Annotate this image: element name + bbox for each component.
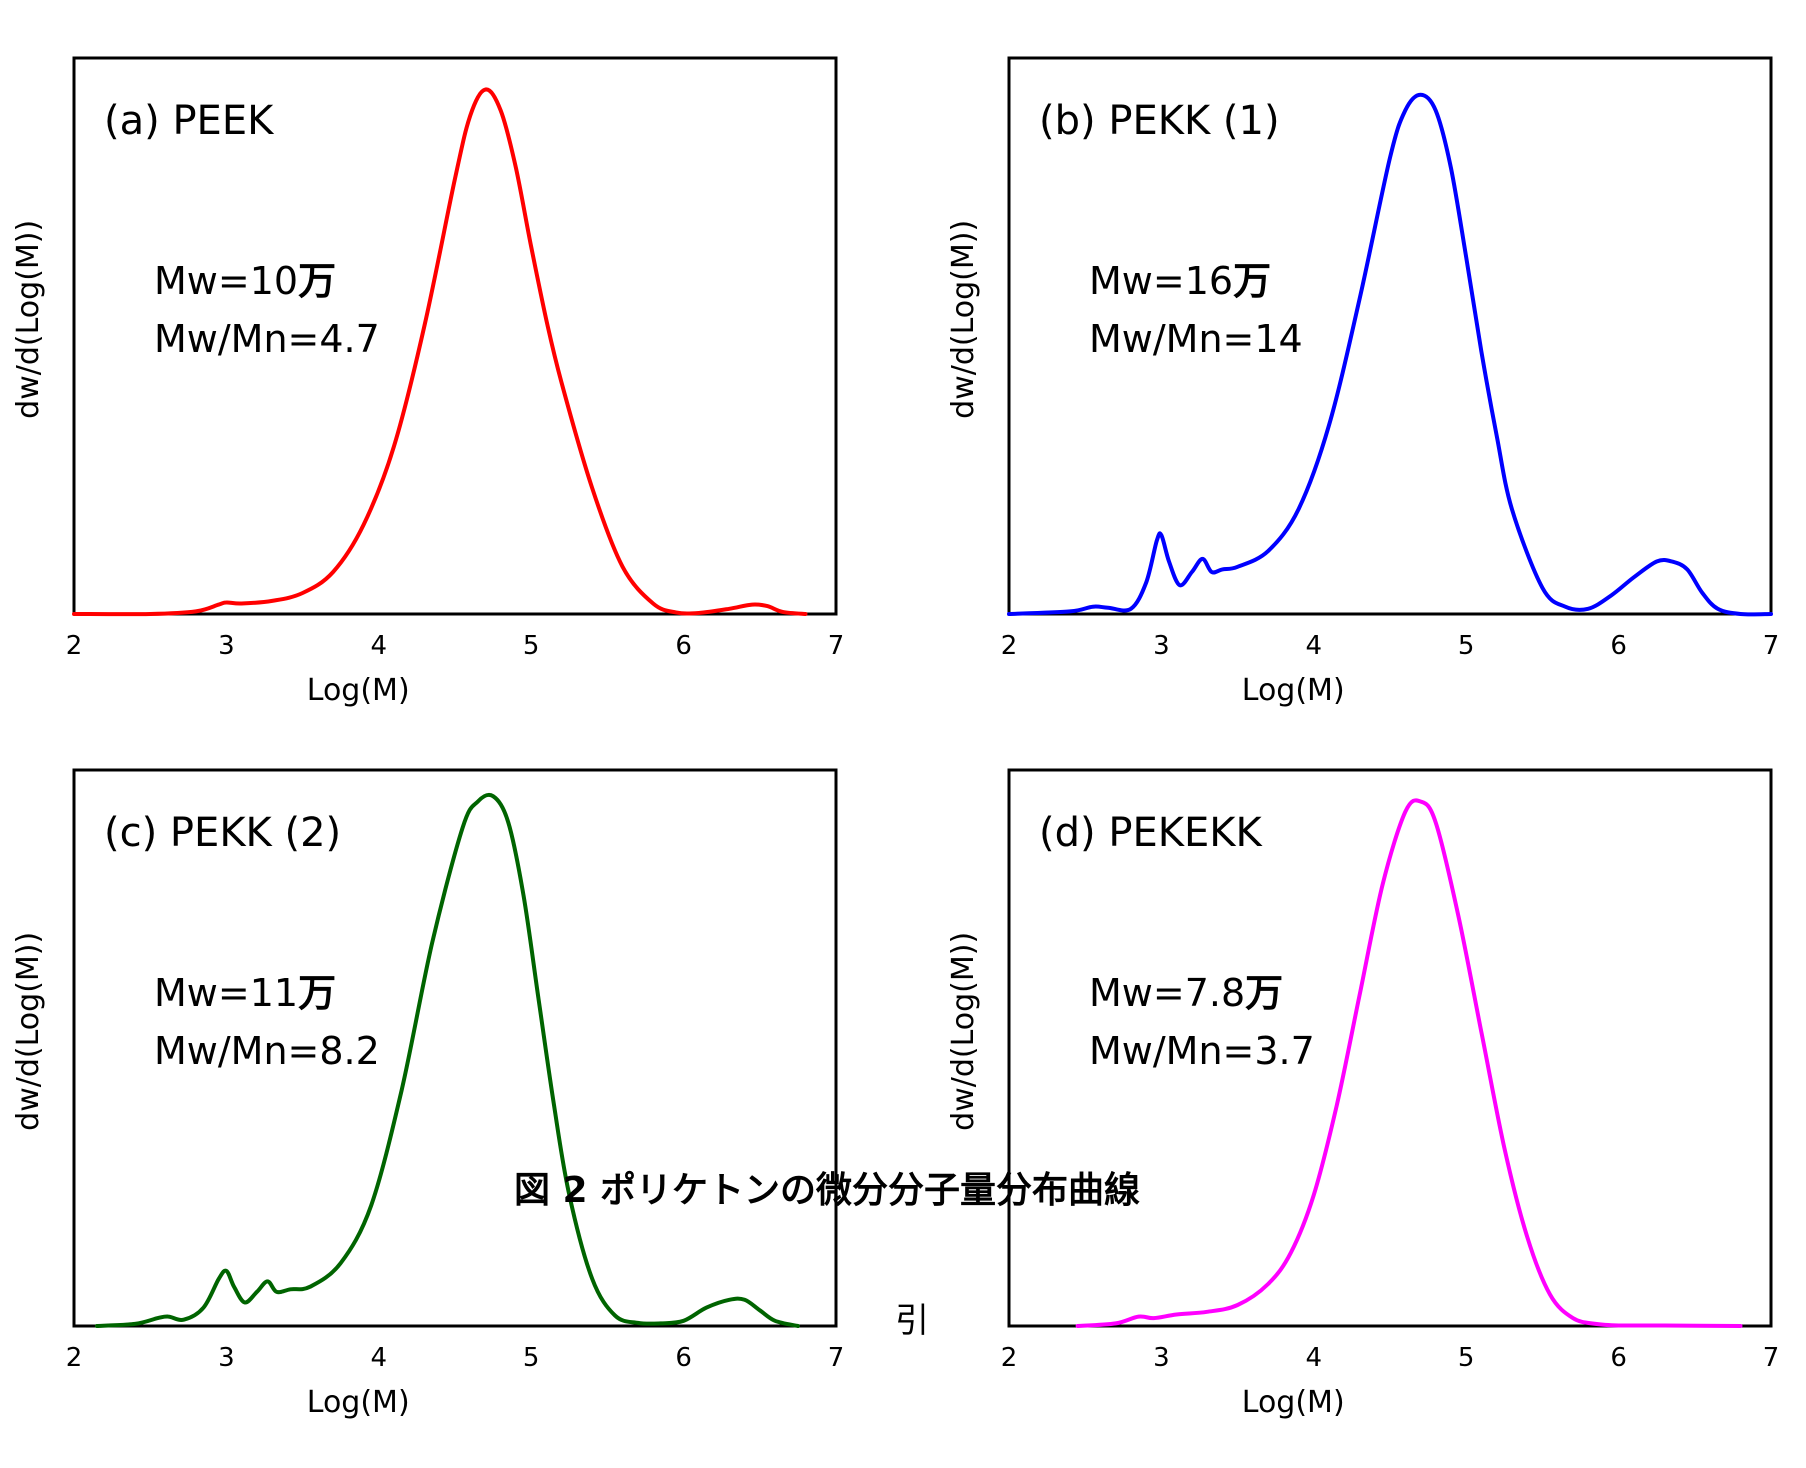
mw-value: Mw=10 [154,259,298,303]
x-tick-label: 6 [1610,631,1627,661]
panel-label: (a) PEEK [104,98,275,144]
dispersity-annotation: Mw/Mn=3.7 [1089,1029,1315,1073]
mw-annotation: Mw=11万 [154,971,336,1015]
stray-caption-fragment: 引 [895,1301,929,1341]
x-tick-label: 3 [218,631,235,661]
x-tick-label: 3 [1153,1343,1170,1373]
x-tick-label: 7 [828,631,845,661]
mw-annotation: Mw=16万 [1089,259,1271,303]
mw-unit: 万 [298,971,336,1015]
series-line [1075,798,1743,1328]
mw-value: Mw=16 [1089,259,1233,303]
panel-label: (d) PEKEKK [1039,810,1263,856]
x-axis-title: Log(M) [307,1385,410,1420]
series-line [94,792,800,1328]
x-tick-label: 5 [523,631,540,661]
chart-panel: 2 3 4 5 6 7 Log(M) dw/d(Log(M)) (d) PEKEKK Mw=7.8… [946,768,1780,1420]
chart-panel: 2 3 4 5 6 7 Log(M) dw/d(Log(M)) (c) PEKK (2) Mw=1… [11,768,845,1420]
figure-caption: 図 2 ポリケトンの微分分子量分布曲線 [514,1169,1140,1211]
x-tick-label: 4 [1306,1343,1323,1373]
mw-annotation: Mw=7.8万 [1089,971,1283,1015]
y-axis-title: dw/d(Log(M)) [946,220,981,419]
mw-value: Mw=7.8 [1089,971,1245,1015]
series-line [72,87,808,617]
x-tick-label: 2 [66,1343,83,1373]
x-axis-title: Log(M) [307,673,410,708]
x-axis-title: Log(M) [1242,1385,1345,1420]
y-axis-title: dw/d(Log(M)) [946,932,981,1131]
x-tick-label: 2 [1001,1343,1018,1373]
dispersity-annotation: Mw/Mn=4.7 [154,317,380,361]
x-tick-label: 5 [523,1343,540,1373]
panel-label: (c) PEKK (2) [104,810,341,856]
plot-frame [72,56,838,616]
x-tick-label: 7 [1763,631,1780,661]
x-tick-label: 2 [1001,631,1018,661]
x-tick-label: 3 [1153,631,1170,661]
x-tick-label: 5 [1458,1343,1475,1373]
x-tick-label: 6 [675,1343,692,1373]
x-tick-label: 6 [1610,1343,1627,1373]
x-tick-label: 6 [675,631,692,661]
x-axis-title: Log(M) [1242,673,1345,708]
panel-label: (b) PEKK (1) [1039,98,1280,144]
mw-unit: 万 [1233,259,1271,303]
dispersity-annotation: Mw/Mn=14 [1089,317,1303,361]
y-axis-title: dw/d(Log(M)) [11,220,46,419]
x-tick-label: 5 [1458,631,1475,661]
x-tick-label: 7 [828,1343,845,1373]
plot-frame [1007,56,1773,616]
mw-annotation: Mw=10万 [154,259,336,303]
mw-value: Mw=11 [154,971,298,1015]
plot-frame [1007,768,1773,1328]
x-tick-label: 7 [1763,1343,1780,1373]
y-axis-title: dw/d(Log(M)) [11,932,46,1131]
x-tick-label: 4 [371,631,388,661]
x-tick-label: 4 [371,1343,388,1373]
mw-unit: 万 [298,259,336,303]
x-tick-label: 2 [66,631,83,661]
x-tick-label: 3 [218,1343,235,1373]
x-tick-label: 4 [1306,631,1323,661]
mw-unit: 万 [1245,971,1283,1015]
series-line [1007,92,1773,617]
plot-frame [72,768,838,1328]
chart-panel: 2 3 4 5 6 7 Log(M) dw/d(Log(M)) (b) PEKK (1) Mw=1… [946,56,1780,708]
dispersity-annotation: Mw/Mn=8.2 [154,1029,380,1073]
